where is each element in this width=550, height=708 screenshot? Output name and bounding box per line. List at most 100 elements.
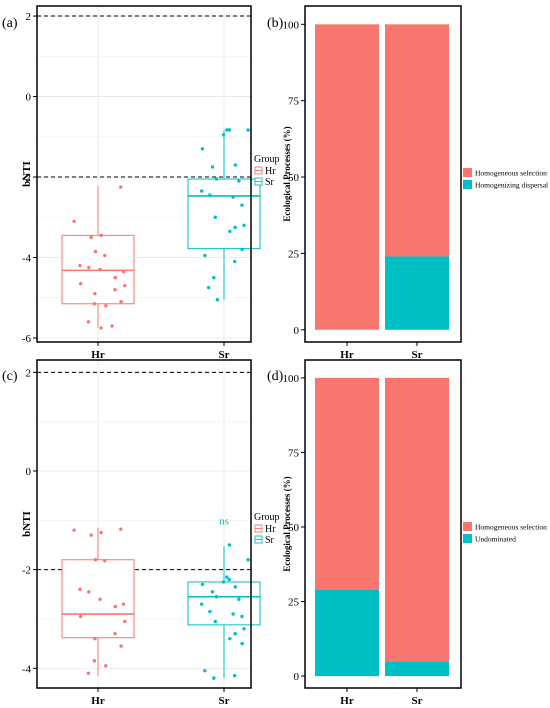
- data-point: [93, 292, 97, 296]
- y-axis-label: bNTI: [21, 511, 33, 537]
- legend: Homogeneous selection Homogenizing disper…: [463, 168, 548, 190]
- legend-key: [463, 534, 472, 543]
- data-point: [233, 632, 237, 636]
- data-point: [110, 324, 114, 328]
- y-tick-label: -4: [22, 252, 32, 264]
- data-point: [200, 147, 205, 151]
- plot-frame: [304, 359, 462, 689]
- x-tick-label: Sr: [412, 349, 423, 361]
- data-point: [113, 632, 117, 636]
- data-point: [123, 283, 127, 288]
- y-tick-label: 100: [283, 19, 300, 31]
- data-point: [237, 179, 241, 183]
- data-point: [121, 602, 126, 606]
- data-point: [92, 302, 97, 306]
- data-point: [78, 281, 83, 286]
- box-iqr: [61, 559, 135, 639]
- data-point: [232, 259, 237, 264]
- data-point: [208, 193, 212, 197]
- bar-sr-homogeneous-selection: [385, 377, 449, 662]
- y-tick-label: -2: [22, 565, 31, 577]
- data-point: [210, 590, 215, 594]
- data-point: [200, 582, 205, 587]
- data-point: [212, 275, 216, 280]
- data-point: [119, 185, 123, 189]
- legend-key: [463, 180, 472, 189]
- data-point: [72, 528, 76, 532]
- data-point: [215, 298, 220, 302]
- data-point: [231, 612, 235, 616]
- data-point: [87, 265, 91, 270]
- data-point: [213, 619, 217, 624]
- data-point: [221, 580, 226, 584]
- data-point: [227, 577, 231, 582]
- data-point: [232, 673, 237, 678]
- legend-title: Group: [254, 154, 280, 165]
- data-point: [86, 320, 91, 324]
- x-tick-label: Hr: [340, 695, 354, 707]
- y-tick-label: 25: [288, 248, 300, 260]
- bar-sr-homogenizing-dispersal: [385, 256, 449, 330]
- data-point: [233, 585, 238, 589]
- legend-label: Homogenizing dispersal: [475, 181, 548, 190]
- x-tick-label: Hr: [91, 695, 105, 707]
- data-point: [87, 590, 91, 594]
- legend-label: Homogeneous selection: [475, 523, 547, 532]
- x-tick-label: Sr: [219, 349, 230, 361]
- plot-frame: [304, 5, 462, 343]
- data-point: [123, 619, 127, 624]
- bar-hr-homogeneous-selection: [315, 24, 379, 330]
- data-point: [119, 300, 123, 304]
- data-point: [240, 641, 244, 646]
- data-point: [72, 219, 76, 223]
- y-axis-label: bNTI: [21, 161, 33, 187]
- data-point: [203, 669, 207, 673]
- data-point: [240, 247, 244, 252]
- data-point: [246, 558, 250, 562]
- data-point: [92, 659, 97, 663]
- panel-label: (b): [267, 16, 284, 31]
- data-point: [89, 533, 93, 537]
- box-hr: [61, 527, 135, 676]
- data-point: [89, 235, 93, 240]
- data-point: [212, 676, 216, 680]
- plot-frame: [36, 5, 252, 343]
- y-tick-label: 0: [26, 92, 32, 104]
- data-point: [246, 128, 250, 132]
- data-point: [113, 275, 118, 280]
- x-tick-label: Sr: [412, 695, 423, 707]
- box-sr: [187, 128, 261, 302]
- box-iqr: [61, 234, 135, 305]
- data-point: [221, 133, 226, 137]
- data-point: [242, 627, 246, 631]
- legend-title: Group: [254, 512, 280, 523]
- y-tick-label: 0: [294, 325, 300, 337]
- data-point: [206, 285, 211, 290]
- data-point: [240, 203, 244, 207]
- data-point: [214, 595, 219, 599]
- y-tick-label: 75: [288, 96, 300, 108]
- data-point: [93, 249, 98, 254]
- data-point: [104, 304, 108, 308]
- panel-label: (a): [2, 16, 18, 31]
- data-point: [86, 671, 91, 675]
- data-point: [214, 177, 219, 181]
- data-point: [240, 614, 244, 619]
- plot-frame: [36, 359, 252, 689]
- data-point: [78, 263, 82, 268]
- data-point: [113, 287, 117, 292]
- data-point: [227, 128, 231, 132]
- data-point: [213, 215, 217, 219]
- data-point: [199, 602, 204, 606]
- y-tick-label: 2: [26, 11, 32, 23]
- data-point: [228, 229, 232, 234]
- data-point: [208, 609, 212, 614]
- data-point: [104, 664, 108, 668]
- legend: Homogeneous selection Undominated: [463, 522, 547, 544]
- bar-hr-undominated: [315, 589, 379, 677]
